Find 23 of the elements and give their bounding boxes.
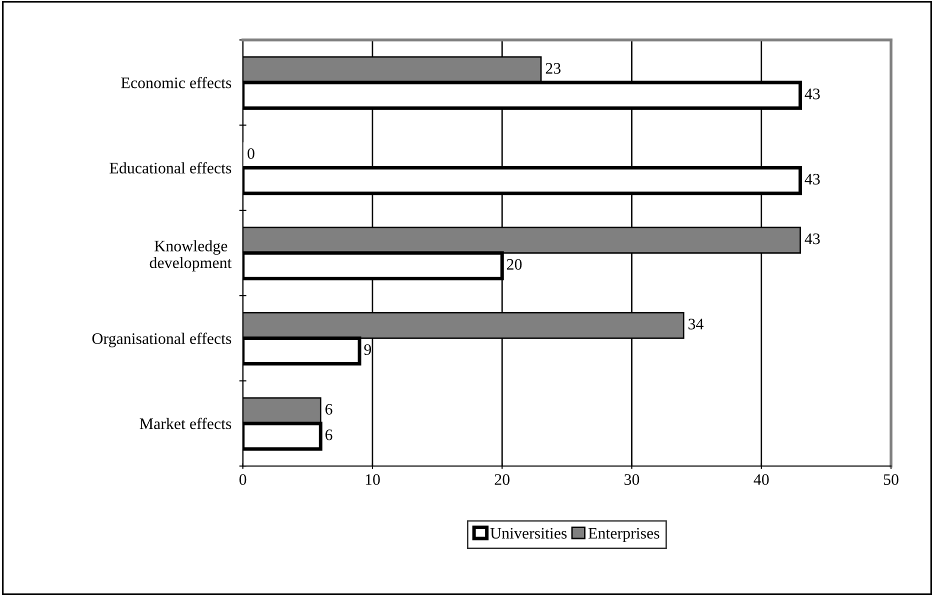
y-tick-label: Knowledge development bbox=[150, 240, 232, 272]
y-tick-label: Market effects bbox=[140, 418, 232, 430]
y-tick-label: Economic effects bbox=[121, 76, 232, 88]
y-tick-label: Organisational effects bbox=[92, 332, 232, 348]
x-tick-label: 30 bbox=[624, 474, 640, 485]
x-tick-label: 40 bbox=[754, 474, 769, 485]
y-tick-label: Educational effects bbox=[110, 162, 232, 174]
x-tick-label: 10 bbox=[366, 474, 380, 485]
data-label: 0 bbox=[248, 148, 254, 159]
x-tick-label: 0 bbox=[239, 474, 246, 485]
data-label: 23 bbox=[546, 63, 561, 74]
x-tick-label: 50 bbox=[884, 474, 898, 485]
data-label: 6 bbox=[325, 430, 332, 440]
legend-label: Enterprises bbox=[588, 528, 660, 542]
data-label: 34 bbox=[688, 318, 704, 330]
data-label: 6 bbox=[325, 404, 332, 415]
legend-label: Universities bbox=[490, 528, 567, 539]
data-label: 9 bbox=[364, 344, 372, 356]
data-label: 20 bbox=[506, 259, 522, 270]
data-label: 43 bbox=[804, 88, 820, 100]
data-label: 43 bbox=[804, 174, 820, 185]
x-tick-label: 20 bbox=[494, 474, 510, 485]
data-label: 43 bbox=[804, 233, 820, 244]
